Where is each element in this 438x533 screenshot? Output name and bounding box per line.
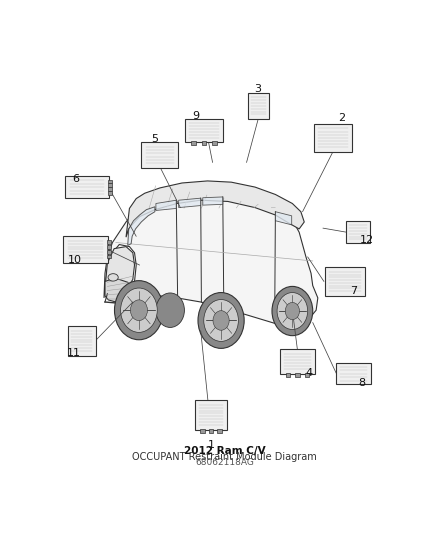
Polygon shape	[179, 198, 201, 207]
Text: 68062118AG: 68062118AG	[195, 458, 254, 467]
Text: 4: 4	[305, 368, 312, 377]
FancyBboxPatch shape	[208, 429, 213, 433]
FancyBboxPatch shape	[280, 350, 315, 374]
Polygon shape	[106, 247, 134, 292]
FancyBboxPatch shape	[248, 93, 269, 119]
Circle shape	[156, 293, 184, 327]
Polygon shape	[104, 191, 318, 327]
FancyBboxPatch shape	[107, 255, 111, 259]
FancyBboxPatch shape	[336, 363, 371, 384]
Text: 7: 7	[350, 286, 357, 295]
FancyBboxPatch shape	[141, 142, 178, 168]
FancyBboxPatch shape	[107, 240, 111, 244]
FancyBboxPatch shape	[108, 191, 112, 195]
Polygon shape	[276, 212, 292, 225]
FancyBboxPatch shape	[200, 429, 205, 433]
Text: 2: 2	[338, 113, 345, 123]
Text: 12: 12	[360, 235, 374, 245]
FancyBboxPatch shape	[325, 266, 365, 296]
FancyBboxPatch shape	[108, 188, 112, 191]
FancyBboxPatch shape	[217, 429, 222, 433]
FancyBboxPatch shape	[185, 119, 223, 142]
Ellipse shape	[108, 273, 118, 281]
Text: 8: 8	[358, 378, 366, 388]
Text: 5: 5	[152, 134, 159, 144]
FancyBboxPatch shape	[191, 141, 196, 145]
Polygon shape	[128, 207, 155, 245]
FancyBboxPatch shape	[63, 236, 108, 263]
Circle shape	[285, 302, 300, 320]
FancyBboxPatch shape	[108, 180, 112, 183]
Circle shape	[213, 311, 229, 330]
Circle shape	[204, 300, 238, 342]
FancyBboxPatch shape	[346, 221, 370, 243]
FancyBboxPatch shape	[108, 183, 112, 187]
Text: 6: 6	[72, 174, 79, 184]
Polygon shape	[203, 197, 223, 205]
Text: 11: 11	[67, 348, 81, 358]
Text: 9: 9	[192, 111, 199, 122]
FancyBboxPatch shape	[195, 400, 227, 430]
Text: OCCUPANT Restraint Module Diagram: OCCUPANT Restraint Module Diagram	[132, 452, 317, 462]
FancyBboxPatch shape	[304, 373, 309, 377]
Polygon shape	[126, 181, 304, 237]
Text: 3: 3	[254, 84, 261, 94]
Text: 2012 Ram C/V: 2012 Ram C/V	[184, 446, 265, 456]
Circle shape	[277, 293, 307, 329]
FancyBboxPatch shape	[212, 141, 217, 145]
FancyBboxPatch shape	[68, 326, 96, 356]
Circle shape	[131, 300, 148, 320]
Polygon shape	[156, 200, 176, 211]
Text: 1: 1	[208, 440, 214, 450]
FancyBboxPatch shape	[107, 245, 111, 248]
FancyBboxPatch shape	[202, 141, 206, 145]
Circle shape	[114, 281, 163, 340]
FancyBboxPatch shape	[286, 373, 290, 377]
Polygon shape	[105, 279, 136, 302]
FancyBboxPatch shape	[107, 251, 111, 254]
FancyBboxPatch shape	[295, 373, 300, 377]
Circle shape	[120, 288, 157, 333]
FancyBboxPatch shape	[65, 176, 109, 198]
FancyBboxPatch shape	[314, 124, 353, 152]
Circle shape	[272, 286, 313, 336]
Text: 10: 10	[67, 255, 81, 265]
Circle shape	[198, 293, 244, 349]
